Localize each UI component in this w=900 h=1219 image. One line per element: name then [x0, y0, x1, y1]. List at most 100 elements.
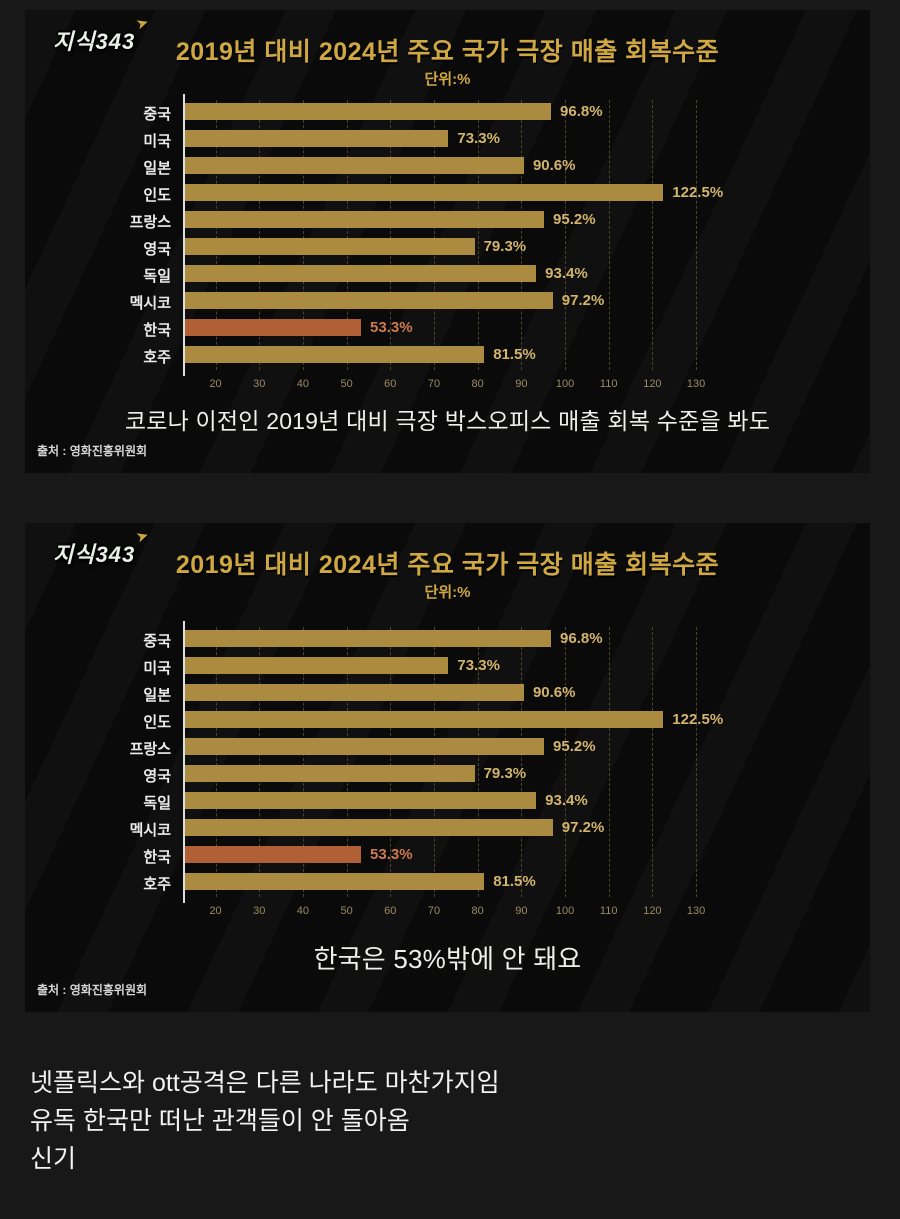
comment-block: 넷플릭스와 ott공격은 다른 나라도 마찬가지임 유독 한국만 떠난 관객들이 … — [30, 1064, 880, 1178]
chart-caption: 코로나 이전인 2019년 대비 극장 박스오피스 매출 회복 수준을 봐도 — [124, 408, 771, 434]
chart-title: 2019년 대비 2024년 주요 국가 극장 매출 회복수준 — [175, 38, 720, 66]
x-tick-label: 40 — [296, 378, 310, 390]
bar-row: 한국 53.3% — [143, 314, 731, 341]
category-label: 프랑스 — [129, 741, 171, 758]
bar — [185, 103, 552, 120]
category-label: 영국 — [143, 241, 171, 258]
bar-row: 일본 90.6% — [143, 152, 731, 179]
value-label: 97.2% — [561, 292, 605, 309]
value-label: 122.5% — [672, 711, 724, 728]
bar-highlight — [185, 846, 362, 863]
x-tick-label: 110 — [599, 905, 618, 917]
gridlines — [185, 625, 731, 897]
value-label: 79.3% — [483, 765, 527, 782]
category-label: 호주 — [143, 876, 171, 893]
x-tick-label: 70 — [427, 378, 441, 390]
bar — [185, 211, 545, 228]
value-label: 93.4% — [545, 265, 588, 282]
x-axis-ticks: 20 30 40 50 60 70 80 90 100 110 120 130 — [185, 905, 731, 921]
x-tick-label: 120 — [643, 905, 662, 917]
gridline — [608, 627, 610, 897]
bar-row: 프랑스 95.2% — [130, 206, 731, 233]
gridline — [565, 627, 567, 897]
bar — [185, 630, 552, 647]
bar-row: 인도 122.5% — [143, 706, 731, 733]
value-label: 90.6% — [532, 684, 576, 701]
gridline — [259, 100, 261, 370]
bar — [185, 765, 475, 782]
gridline — [521, 627, 523, 897]
chart-card-1: 지식343 ➤ 2019년 대비 2024년 주요 국가 극장 매출 회복수준 … — [25, 10, 870, 473]
unit-label: 단위:% — [424, 584, 471, 601]
bar-row: 미국 73.3% — [143, 652, 731, 679]
category-label: 일본 — [143, 687, 171, 704]
arrow-icon: ➤ — [133, 526, 152, 547]
gridline — [652, 100, 654, 370]
bar — [185, 130, 449, 147]
value-label: 53.3% — [370, 846, 413, 863]
category-label: 멕시코 — [129, 295, 171, 312]
value-label: 96.8% — [560, 630, 603, 647]
chart-caption: 한국은 53%밖에 안 돼요 — [313, 944, 582, 974]
chart-title: 2019년 대비 2024년 주요 국가 극장 매출 회복수준 — [175, 551, 720, 579]
arrow-icon: ➤ — [133, 13, 152, 34]
category-label: 독일 — [143, 795, 171, 812]
gridline — [608, 100, 610, 370]
value-label: 73.3% — [457, 657, 500, 674]
category-label: 호주 — [143, 349, 171, 366]
x-tick-label: 50 — [340, 905, 353, 917]
value-label: 93.4% — [545, 792, 588, 809]
category-label: 프랑스 — [129, 214, 171, 231]
value-label: 81.5% — [493, 873, 536, 890]
bar — [185, 684, 524, 701]
gridline — [652, 627, 654, 897]
category-label: 중국 — [143, 106, 171, 123]
bar — [185, 346, 485, 363]
bar-row: 영국 79.3% — [143, 233, 731, 260]
value-label: 97.2% — [561, 819, 605, 836]
gridline — [433, 100, 435, 370]
bar-row: 한국 53.3% — [143, 841, 731, 868]
x-tick-label: 40 — [296, 905, 310, 917]
bar-row: 미국 73.3% — [143, 125, 731, 152]
gridlines — [185, 98, 731, 370]
gridline — [433, 627, 435, 897]
brand-logo-text: 지식343 — [53, 29, 136, 54]
gridline — [215, 627, 217, 897]
category-label: 미국 — [143, 133, 171, 150]
brand-logo: 지식343 ➤ — [53, 13, 152, 56]
comment-line: 유독 한국만 떠난 관객들이 안 돌아옴 — [30, 1107, 410, 1135]
x-tick-label: 90 — [515, 905, 528, 917]
bar — [185, 184, 664, 201]
bar-rows: 중국 96.8% 미국 73.3% 일본 90.6% 인도 122.5% 프랑스 95.2% 영국 7… — [130, 98, 731, 368]
bar-row: 멕시코 97.2% — [130, 287, 731, 314]
x-axis-ticks: 20 30 40 50 60 70 80 90 100 110 120 130 — [185, 378, 731, 394]
bar — [185, 265, 537, 282]
gridline — [477, 100, 479, 370]
gridline — [259, 627, 261, 897]
chart-card-2: 지식343 ➤ 2019년 대비 2024년 주요 국가 극장 매출 회복수준 … — [25, 523, 870, 1012]
category-label: 중국 — [143, 633, 171, 650]
category-label: 미국 — [143, 660, 171, 677]
x-tick-label: 30 — [253, 905, 266, 917]
bar — [185, 738, 545, 755]
bar-rows: 중국 96.8% 미국 73.3% 일본 90.6% 인도 122.5% 프랑스 95.2% 영국 7… — [130, 625, 731, 895]
gridline — [346, 627, 348, 897]
bar-row: 영국 79.3% — [143, 760, 731, 787]
value-label: 79.3% — [483, 238, 527, 255]
bar-row: 호주 81.5% — [143, 868, 731, 895]
bar — [185, 157, 524, 174]
bar — [185, 873, 485, 890]
x-tick-label: 90 — [515, 378, 528, 390]
x-tick-label: 60 — [384, 905, 397, 917]
category-label: 독일 — [143, 268, 171, 285]
gridline — [696, 100, 698, 370]
x-tick-label: 50 — [340, 378, 353, 390]
y-axis-line — [183, 94, 185, 376]
comment-line: 신기 — [30, 1145, 77, 1173]
x-tick-label: 20 — [209, 378, 222, 390]
x-tick-label: 130 — [686, 378, 706, 390]
gridline — [215, 100, 217, 370]
value-label: 95.2% — [553, 211, 596, 228]
x-tick-label: 30 — [253, 378, 266, 390]
